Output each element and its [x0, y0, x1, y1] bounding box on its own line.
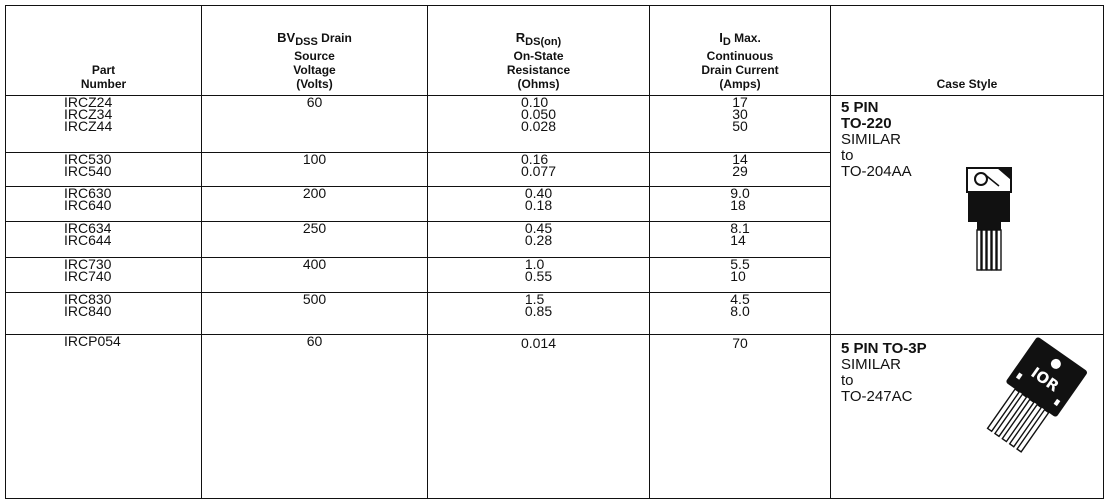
- current-cell: 9.0 18: [649, 186, 831, 222]
- part-number-cell: IRCP054: [5, 334, 202, 499]
- voltage-cell: 60: [201, 95, 428, 153]
- part-number-cell: IRC830 IRC840: [5, 292, 202, 335]
- current-cell: 5.5 10: [649, 257, 831, 293]
- part-number-cell: IRC634 IRC644: [5, 221, 202, 258]
- header-voltage: BVDSS Drain Source Voltage (Volts): [201, 5, 428, 96]
- resistance-cell: 1.5 0.85: [427, 292, 650, 335]
- header-row: Part Number BVDSS Drain Source Voltage (…: [5, 5, 1104, 96]
- resistance-cell: 0.16 0.077: [427, 152, 650, 187]
- table-row: IRCP054 60 0.014 70 5 PIN TO-3P SIMILAR …: [5, 334, 1104, 499]
- voltage-cell: 400: [201, 257, 428, 293]
- resistance-cell: 0.014: [427, 334, 650, 499]
- current-cell: 8.1 14: [649, 221, 831, 258]
- part-number-cell: IRC730 IRC740: [5, 257, 202, 293]
- header-resistance: RDS(on) On-State Resistance (Ohms): [427, 5, 650, 96]
- resistance-cell: 0.10 0.050 0.028: [427, 95, 650, 153]
- table-row: IRC630 IRC640 200 0.40 0.18 9.0 18: [5, 186, 1104, 222]
- resistance-cell: 1.0 0.55: [427, 257, 650, 293]
- resistance-cell: 0.40 0.18: [427, 186, 650, 222]
- part-number-cell: IRC630 IRC640: [5, 186, 202, 222]
- table-row: IRC730 IRC740 400 1.0 0.55 5.5 10: [5, 257, 1104, 293]
- current-cell: 14 29: [649, 152, 831, 187]
- table-row: IRCZ24 IRCZ34 IRCZ44 60 0.10 0.050 0.028 17 3…: [5, 95, 1104, 335]
- table-row: IRC830 IRC840 500 1.5 0.85 4.5 8.0: [5, 292, 1104, 335]
- current-cell: 17 30 50: [649, 95, 831, 153]
- header-case-style: Case Style: [830, 5, 1104, 96]
- voltage-cell: 250: [201, 221, 428, 258]
- current-cell: 70: [649, 334, 831, 499]
- case-style-to3p: 5 PIN TO-3P SIMILAR to TO-247AC IOR: [830, 334, 1104, 499]
- resistance-cell: 0.45 0.28: [427, 221, 650, 258]
- part-number-cell: IRC530 IRC540: [5, 152, 202, 187]
- to3p-package-icon: IOR: [986, 337, 1087, 453]
- table-row: IRC530 IRC540 100 0.16 0.077 14 29: [5, 152, 1104, 187]
- voltage-cell: 200: [201, 186, 428, 222]
- spec-table: Part Number BVDSS Drain Source Voltage (…: [5, 5, 1104, 499]
- voltage-cell: 60: [201, 334, 428, 499]
- case-style-to220: 5 PIN TO-220 SIMILAR to TO-204AA: [830, 95, 1104, 335]
- to220-package-icon: [966, 167, 1012, 271]
- part-number-cell: IRCZ24 IRCZ34 IRCZ44: [5, 95, 202, 153]
- header-current: ID Max. Continuous Drain Current (Amps): [649, 5, 831, 96]
- voltage-cell: 500: [201, 292, 428, 335]
- header-part-number: Part Number: [5, 5, 202, 96]
- table-row: IRC634 IRC644 250 0.45 0.28 8.1 14: [5, 221, 1104, 258]
- current-cell: 4.5 8.0: [649, 292, 831, 335]
- voltage-cell: 100: [201, 152, 428, 187]
